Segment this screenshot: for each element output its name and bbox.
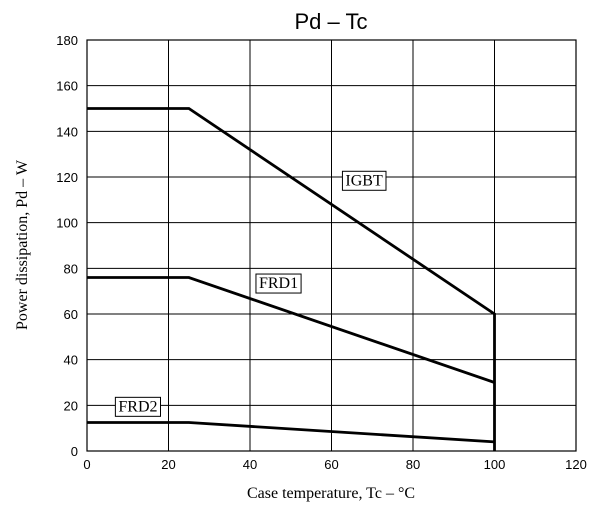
series-label-box <box>341 170 387 191</box>
y-tick-label: 140 <box>56 124 78 139</box>
series-group <box>87 107 496 451</box>
series-label-frd1: FRD1 <box>255 273 302 294</box>
chart-title: Pd – Tc <box>295 9 368 34</box>
x-tick-label: 40 <box>243 457 257 472</box>
series-label-box <box>114 396 161 417</box>
series-label-frd2: FRD2 <box>114 396 161 417</box>
y-tick-label: 160 <box>56 79 78 94</box>
y-tick-label: 80 <box>64 261 78 276</box>
tick-labels: 0 20 40 60 80 100 120 0 20 40 60 80 100 120 140 160 180 <box>56 33 587 472</box>
x-tick-label: 60 <box>324 457 338 472</box>
y-tick-label: 180 <box>56 33 78 48</box>
series-line-frd2 <box>87 421 495 444</box>
x-tick-label: 20 <box>161 457 175 472</box>
x-axis-label: Case temperature, Tc – °C <box>247 485 415 502</box>
y-tick-label: 20 <box>64 398 78 413</box>
y-tick-label: 40 <box>64 353 78 368</box>
series-label-text: IGBT <box>345 172 383 189</box>
y-tick-label: 100 <box>56 216 78 231</box>
series-labels: IGBT FRD1 FRD2 <box>114 170 387 417</box>
x-tick-label: 0 <box>83 457 90 472</box>
series-label-text: FRD2 <box>118 398 157 415</box>
series-label-igbt: IGBT <box>341 170 387 191</box>
y-axis-label: Power dissipation, Pd – W <box>14 159 31 330</box>
series-label-text: FRD1 <box>259 275 298 292</box>
series-label-box <box>255 273 302 294</box>
plot-area <box>86 39 577 452</box>
y-tick-label: 120 <box>56 170 78 185</box>
y-tick-label: 0 <box>71 444 78 459</box>
x-tick-label: 120 <box>565 457 587 472</box>
x-tick-label: 100 <box>484 457 506 472</box>
series-line-frd1 <box>87 276 495 384</box>
grid <box>86 39 577 452</box>
x-tick-label: 80 <box>406 457 420 472</box>
y-tick-label: 60 <box>64 307 78 322</box>
